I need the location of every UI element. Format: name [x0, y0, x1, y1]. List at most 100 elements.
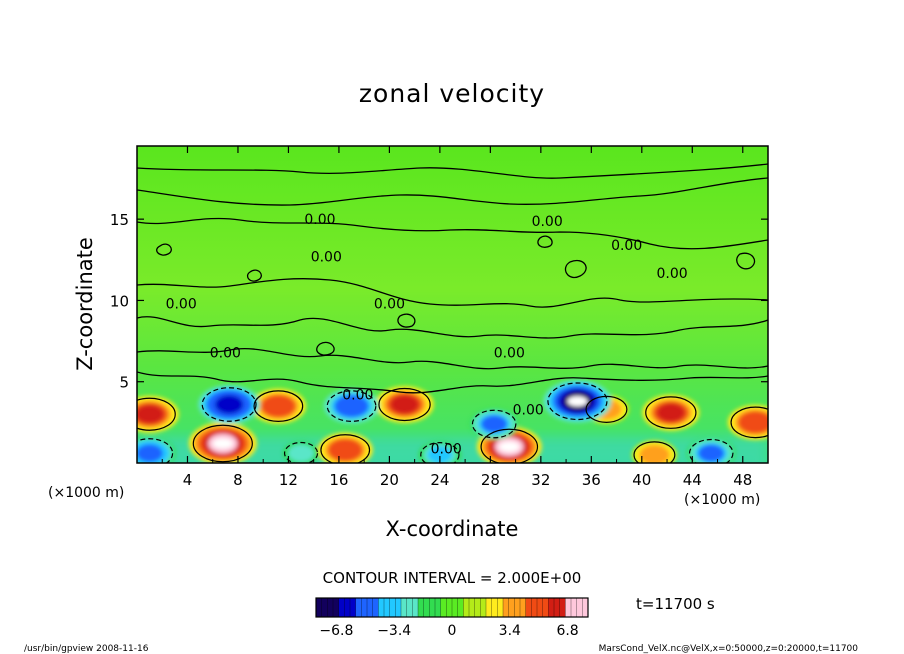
colorbar-cell: [548, 598, 555, 617]
feature-negative-14: [137, 444, 163, 463]
colorbar-cell: [508, 598, 515, 617]
x-unit-note-left: (×1000 m): [48, 485, 124, 501]
colorbar-cell: [503, 598, 510, 617]
colorbar-cell: [537, 598, 544, 617]
x-axis-label: X-coordinate: [386, 517, 519, 541]
contour-label: 0.00: [494, 345, 525, 361]
y-axis-label: Z-coordinate: [73, 237, 97, 371]
y-tick-label: 10: [110, 292, 129, 310]
contour-label: 0.00: [374, 297, 405, 313]
contour-label: 0.00: [532, 214, 563, 230]
x-tick-label: 32: [531, 471, 550, 489]
feature-core-1: [499, 441, 520, 452]
feature-contour-1: [480, 428, 539, 463]
contour-line: [736, 252, 756, 270]
colorbar-cell: [440, 598, 447, 617]
contour-line: [564, 259, 587, 279]
colorbar-tick-label: −6.8: [319, 623, 353, 639]
colorbar-cell: [435, 598, 442, 617]
colorbar-cell: [452, 598, 459, 617]
colorbar-cell: [446, 598, 453, 617]
feature-contour-16: [688, 438, 734, 463]
colorbar-cell: [418, 598, 425, 617]
contour-label: 0.00: [611, 238, 642, 254]
colorbar-tick-label: 0: [448, 623, 457, 639]
x-tick-label: 20: [380, 471, 399, 489]
colorbar-cell: [355, 598, 362, 617]
colorbar-cell: [344, 598, 351, 617]
colorbar-cell: [321, 598, 328, 617]
colorbar-cell: [486, 598, 493, 617]
feature-contour-10: [201, 387, 257, 422]
colorbar-cell: [395, 598, 402, 617]
colorbar-cell: [457, 598, 464, 617]
feature-negative-15: [427, 446, 453, 463]
contour-label: 0.00: [657, 266, 688, 282]
colorbar-cell: [463, 598, 470, 617]
colorbar-frame: [315, 597, 589, 618]
feature-positive-2: [331, 440, 359, 460]
colorbar-cell: [389, 598, 396, 617]
feature-negative-16: [698, 444, 725, 462]
y-tick-label: 15: [110, 211, 129, 229]
colorbar-cell: [525, 598, 532, 617]
colorbar-cell: [316, 598, 323, 617]
plot-area: [137, 146, 768, 463]
feature-core-0: [212, 438, 233, 449]
feature-positive-3: [137, 404, 164, 424]
colorbar-cell: [338, 598, 345, 617]
feature-contour-0: [192, 424, 253, 463]
contour-label: 0.00: [166, 297, 197, 313]
colorbar-tick-label: −3.4: [377, 623, 411, 639]
x-tick-label: 28: [481, 471, 500, 489]
x-tick-label: 36: [582, 471, 601, 489]
colorbar-cell: [559, 598, 566, 617]
contour-line: [537, 235, 553, 248]
x-tick-label: 16: [329, 471, 348, 489]
colorbar-cell: [423, 598, 430, 617]
feature-contour-2: [320, 434, 371, 463]
colorbar-cell: [514, 598, 521, 617]
feature-positive-4: [264, 397, 292, 416]
contour-label: 0.00: [311, 250, 342, 266]
contour-label: 0.00: [513, 402, 544, 418]
colorbar-cell: [576, 598, 583, 617]
colorbar-tick-label: 3.4: [499, 623, 521, 639]
colorbar-cell: [327, 598, 334, 617]
feature-negative-17: [289, 445, 313, 462]
contour-line: [137, 348, 768, 370]
colorbar-cell: [412, 598, 419, 617]
time-label: t=11700 s: [636, 595, 715, 613]
x-tick-label: 44: [683, 471, 702, 489]
feature-contour-6: [645, 396, 697, 429]
contour-line: [156, 243, 172, 256]
feature-contour-3: [137, 397, 176, 431]
feature-positive-9: [641, 446, 667, 463]
feature-positive-6: [657, 403, 685, 422]
feature-contour-17: [283, 441, 319, 463]
contour-label: 0.00: [431, 441, 462, 457]
colorbar-cell: [554, 598, 561, 617]
contour-line: [137, 163, 768, 179]
contour-label: 0.00: [210, 345, 241, 361]
colorbar-cell: [429, 598, 436, 617]
colorbar-cell: [367, 598, 374, 617]
contour-line: [137, 371, 768, 394]
colorbar-cell: [469, 598, 476, 617]
colorbar-cell: [565, 598, 572, 617]
feature-negative-10: [214, 395, 244, 414]
colorbar-cell: [384, 598, 391, 617]
feature-positive-7: [741, 413, 768, 432]
x-tick-label: 24: [430, 471, 449, 489]
contour-interval-text: CONTOUR INTERVAL = 2.000E+00: [323, 569, 582, 587]
x-tick-label: 12: [279, 471, 298, 489]
contour-line: [137, 316, 768, 339]
x-tick-label: 40: [632, 471, 651, 489]
feature-contour-12: [547, 382, 608, 421]
colorbar-cell: [333, 598, 340, 617]
colorbar-cell: [542, 598, 549, 617]
colorbar-cell: [474, 598, 481, 617]
colorbar-cell: [491, 598, 498, 617]
plot-frame: [136, 145, 769, 464]
contour-line: [137, 217, 768, 250]
